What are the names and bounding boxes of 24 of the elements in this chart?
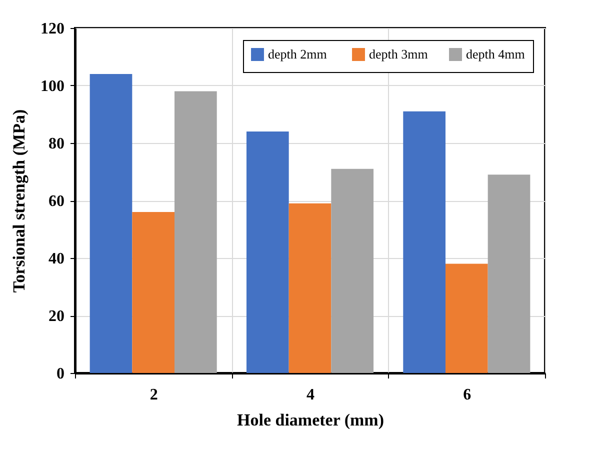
y-tick-label: 100 xyxy=(40,78,64,95)
x-tick-label: 2 xyxy=(150,386,158,404)
bar xyxy=(132,212,175,373)
x-tick-label: 4 xyxy=(306,386,314,404)
bar xyxy=(488,174,530,373)
y-tick-label: 40 xyxy=(48,250,64,268)
y-axis-title: Torsional strength (MPa) xyxy=(10,109,28,293)
x-axis-title: Hole diameter (mm) xyxy=(237,410,384,430)
bar xyxy=(445,264,488,373)
y-tick-label: 80 xyxy=(48,136,64,152)
x-tick-label: 6 xyxy=(463,386,472,404)
bar xyxy=(246,132,289,373)
bar xyxy=(90,74,132,373)
bar xyxy=(331,168,374,373)
bar xyxy=(403,111,446,373)
y-tick-label: 0 xyxy=(56,366,64,382)
legend-label: depth 2mm xyxy=(268,46,327,62)
y-tick-label: 20 xyxy=(48,308,64,325)
legend-label: depth 3mm xyxy=(369,46,428,62)
y-tick-label: 120 xyxy=(40,20,64,38)
bar xyxy=(174,91,217,373)
bar xyxy=(288,203,332,373)
legend-label: depth 4mm xyxy=(466,46,525,62)
y-tick-label: 60 xyxy=(48,193,64,210)
